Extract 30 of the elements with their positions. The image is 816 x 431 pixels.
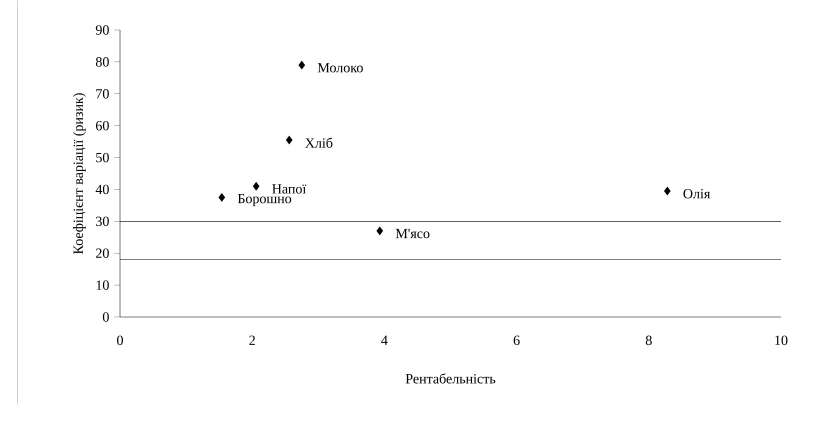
- point: [252, 182, 260, 191]
- y-tick-label: 20: [96, 248, 109, 258]
- point: [286, 136, 292, 144]
- point: [218, 193, 226, 202]
- annotation: Молоко: [318, 63, 363, 72]
- y-axis-title: Коефіцієнт варіації (ризик): [73, 93, 86, 254]
- y-tick-label: 80: [96, 57, 109, 67]
- x-tick-label: 8: [646, 336, 652, 346]
- y-tick-label: 40: [96, 184, 109, 194]
- x-tick-label: 4: [381, 336, 388, 345]
- annotation: Хліб: [305, 138, 332, 148]
- annotation: Олія: [683, 189, 710, 198]
- point: [664, 186, 671, 196]
- y-tick-label: 60: [96, 120, 109, 130]
- annotation: Напої: [272, 184, 306, 194]
- y-tick-label: 70: [96, 89, 109, 98]
- y-tick-label: 90: [96, 25, 109, 35]
- x-tick-label: 2: [249, 336, 255, 345]
- annotation: М'ясо: [396, 228, 430, 238]
- x-axis-title: Рентабельність: [406, 373, 496, 384]
- point: [298, 60, 306, 70]
- y-tick-label: 10: [96, 280, 109, 290]
- y-tick-label: 0: [102, 312, 109, 322]
- x-tick-label: 6: [514, 336, 520, 346]
- x-tick-label: 10: [775, 336, 788, 346]
- y-tick-label: 50: [96, 152, 109, 162]
- annotation: Борошно: [238, 194, 292, 206]
- y-tick-label: 30: [96, 216, 109, 226]
- x-tick-label: 0: [117, 336, 123, 346]
- point: [376, 226, 384, 236]
